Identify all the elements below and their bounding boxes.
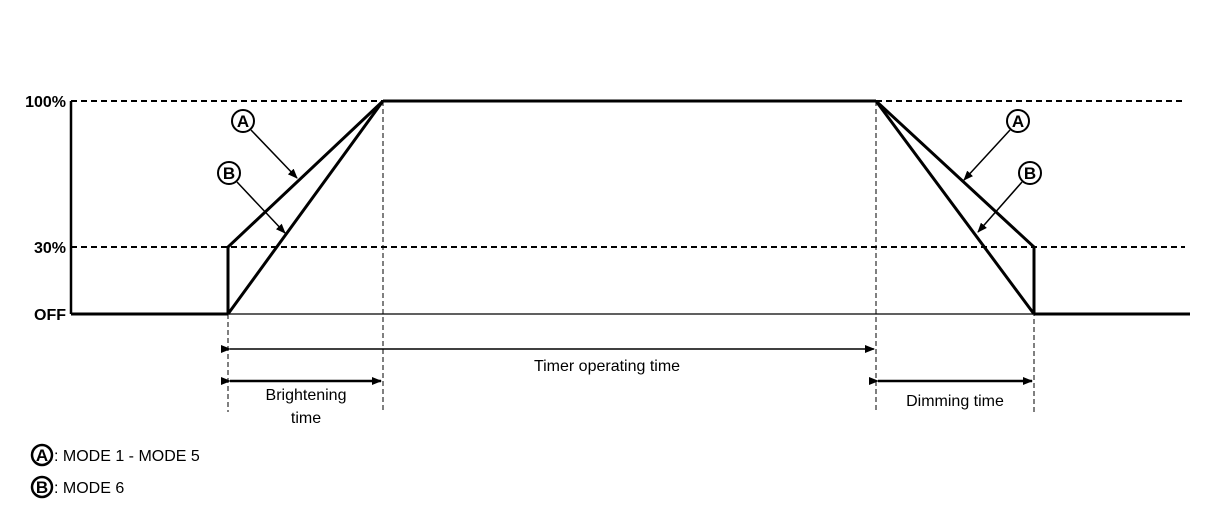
callout-b-left: B (217, 161, 286, 234)
legend-item-b: B : MODE 6 (30, 475, 124, 499)
dimming-span-label: Dimming time (906, 393, 1004, 410)
brightening-span-label-1: Brightening (266, 387, 347, 404)
level-label-100: 100% (25, 94, 66, 111)
svg-text:B: B (1024, 164, 1036, 183)
legend-item-a: A : MODE 1 - MODE 5 (30, 443, 200, 467)
svg-text:B: B (36, 478, 48, 497)
brightening-span-label-2: time (291, 410, 321, 427)
curve-b-brightening (226, 100, 385, 315)
level-label-30: 30% (34, 240, 66, 257)
svg-text:: MODE 1 - MODE 5: : MODE 1 - MODE 5 (54, 448, 200, 465)
svg-text:B: B (223, 164, 235, 183)
curve-a-brightening (226, 99, 385, 314)
svg-text:: MODE 6: : MODE 6 (54, 480, 124, 497)
svg-text:A: A (36, 446, 48, 465)
callout-a-left: A (231, 109, 298, 179)
callout-b-right: B (977, 161, 1042, 233)
svg-text:A: A (1012, 112, 1024, 131)
timer-span-label: Timer operating time (534, 358, 680, 375)
curve-b-dimming (874, 100, 1036, 315)
level-label-off: OFF (34, 307, 66, 324)
svg-text:A: A (237, 112, 249, 131)
callout-a-right: A (963, 109, 1030, 181)
